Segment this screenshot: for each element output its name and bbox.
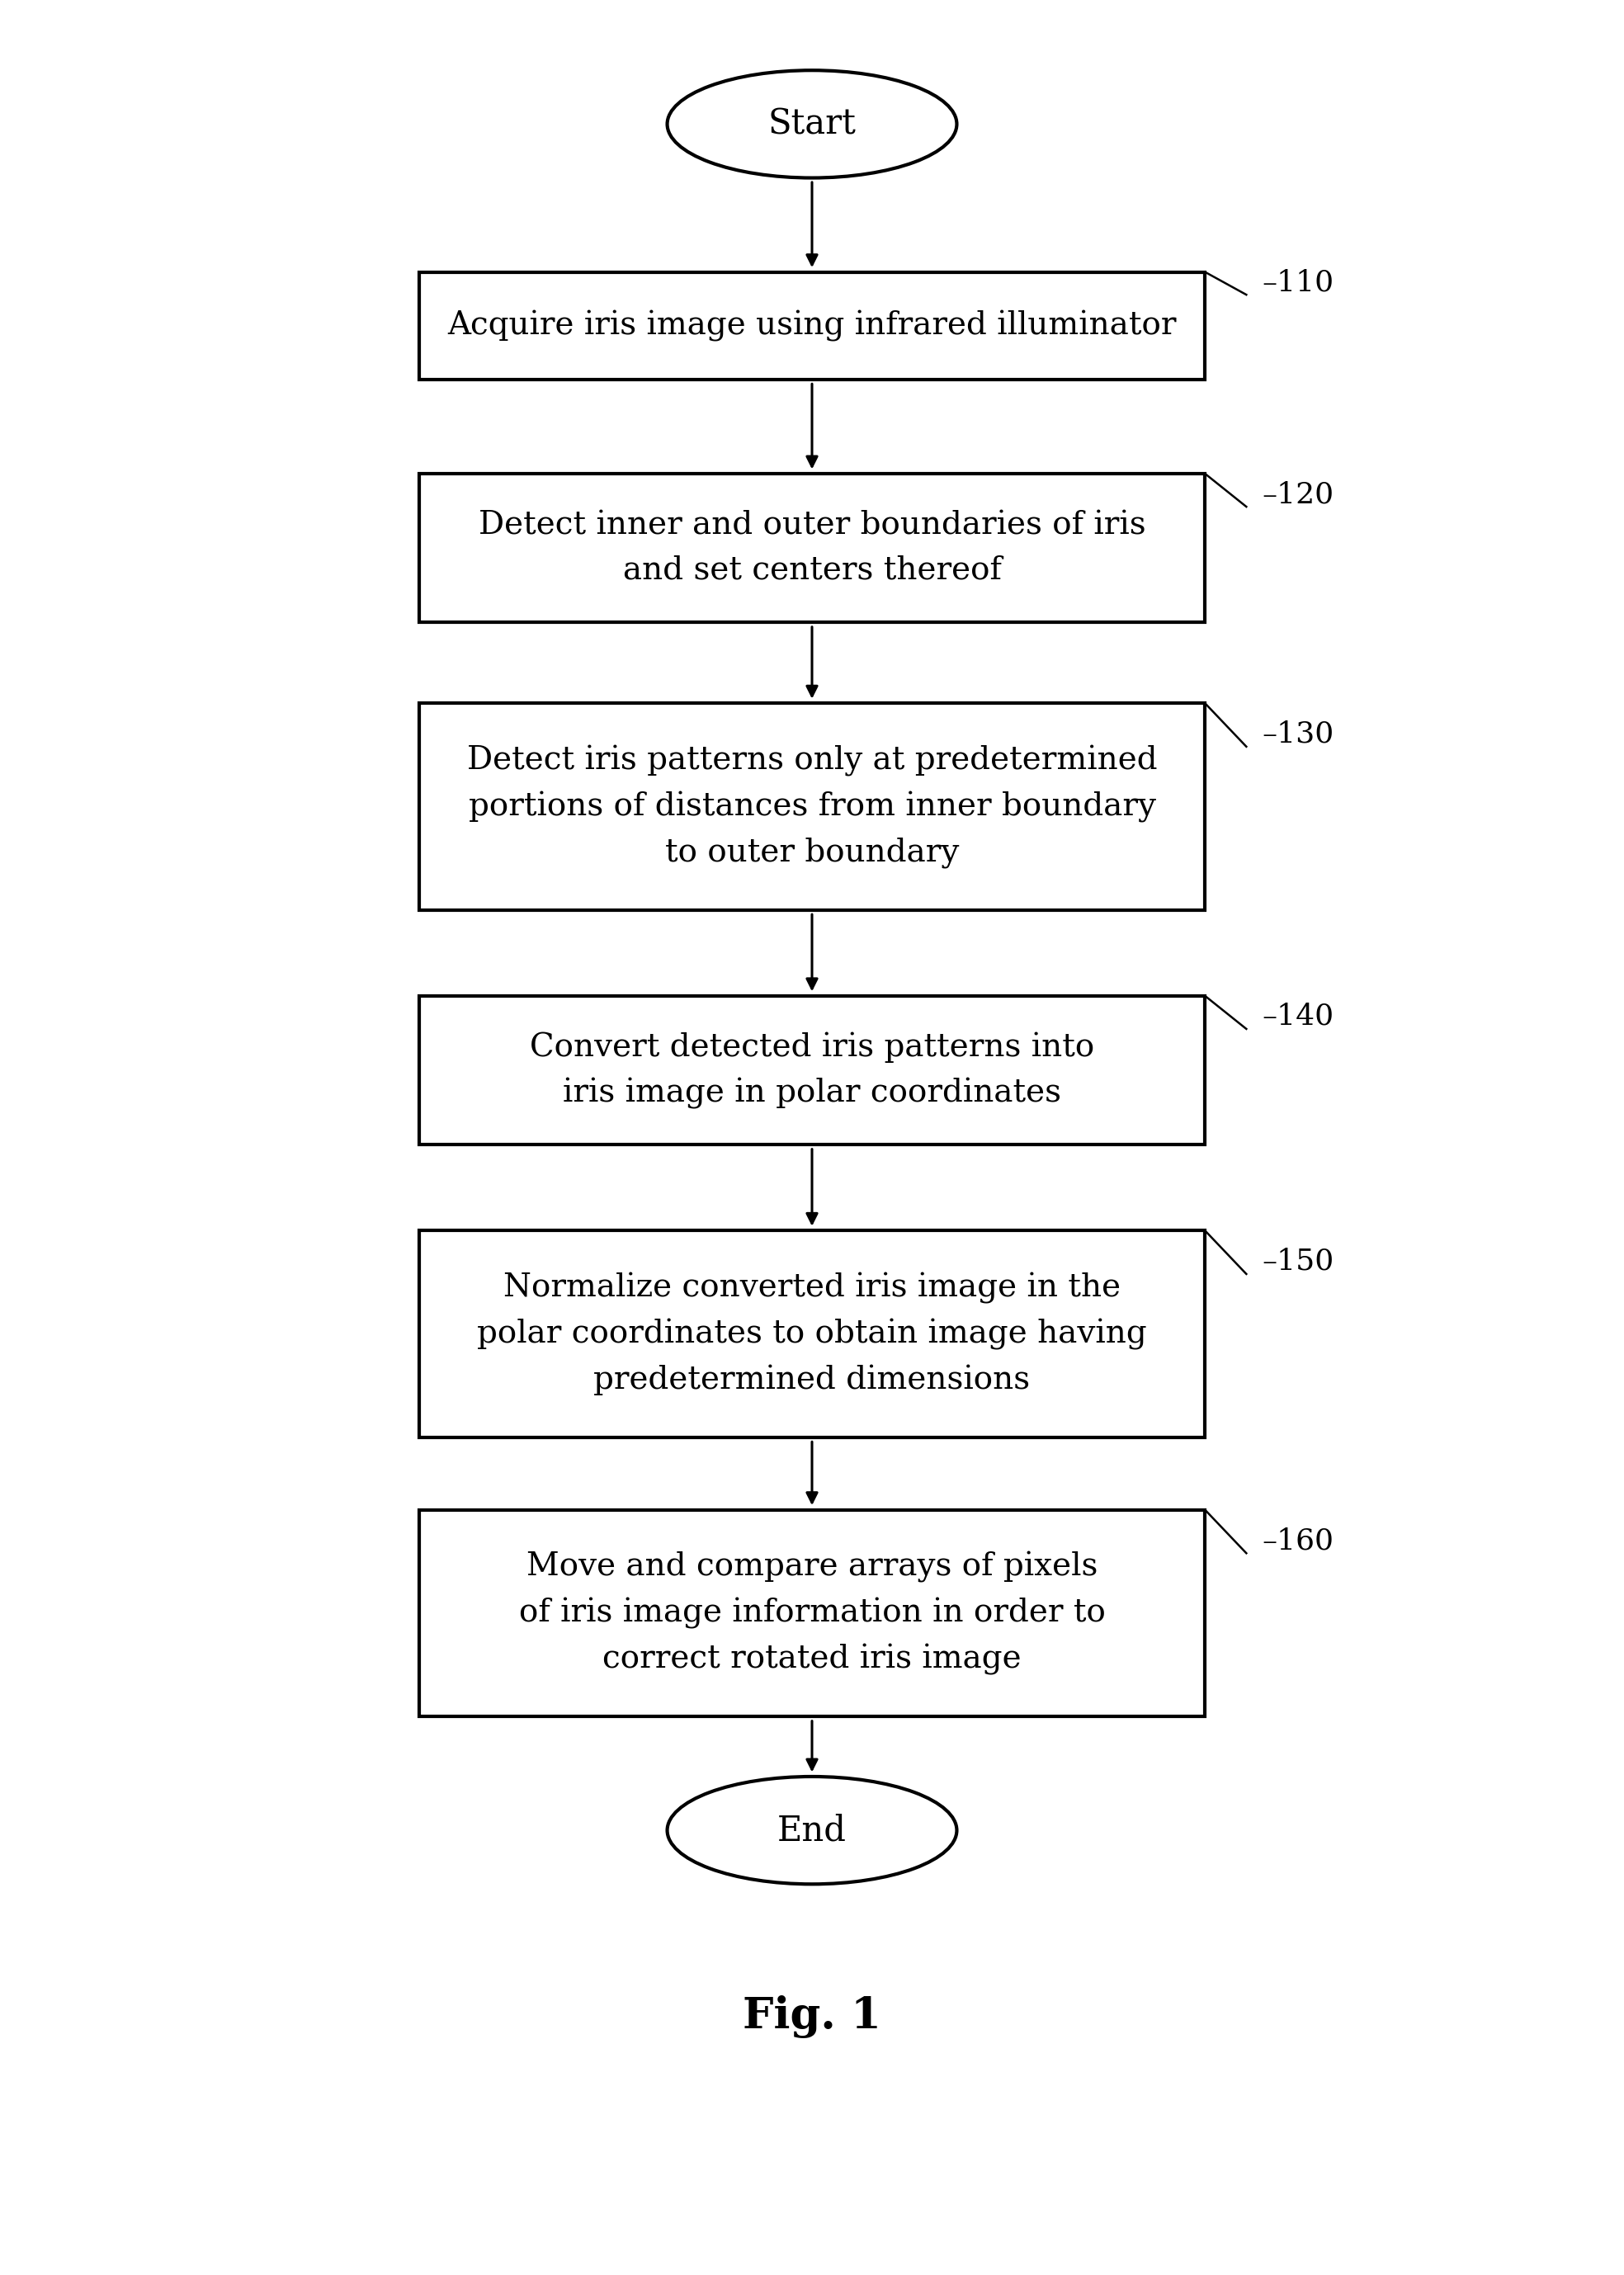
Ellipse shape <box>667 71 957 177</box>
Text: End: End <box>778 1813 846 1847</box>
Text: Convert detected iris patterns into
iris image in polar coordinates: Convert detected iris patterns into iris… <box>529 1033 1095 1108</box>
Text: Acquire iris image using infrared illuminator: Acquire iris image using infrared illumi… <box>448 309 1176 341</box>
Text: Fig. 1: Fig. 1 <box>742 1995 882 2038</box>
Text: Move and compare arrays of pixels
of iris image information in order to
correct : Move and compare arrays of pixels of iri… <box>518 1552 1106 1674</box>
Text: Start: Start <box>768 107 856 141</box>
Text: Detect inner and outer boundaries of iris
and set centers thereof: Detect inner and outer boundaries of iri… <box>479 510 1145 585</box>
Text: –120: –120 <box>1262 480 1333 507</box>
Text: –110: –110 <box>1262 268 1333 296</box>
Bar <box>419 1231 1205 1438</box>
Text: –140: –140 <box>1262 1003 1333 1031</box>
Bar <box>419 996 1205 1144</box>
Text: –150: –150 <box>1262 1247 1333 1276</box>
Bar <box>419 1511 1205 1718</box>
Text: Detect iris patterns only at predetermined
portions of distances from inner boun: Detect iris patterns only at predetermin… <box>466 746 1158 867</box>
Bar <box>419 273 1205 380</box>
Text: –160: –160 <box>1262 1527 1333 1554</box>
Text: –130: –130 <box>1262 721 1333 748</box>
Bar <box>419 703 1205 910</box>
Text: Normalize converted iris image in the
polar coordinates to obtain image having
p: Normalize converted iris image in the po… <box>477 1272 1147 1395</box>
Bar <box>419 473 1205 623</box>
Ellipse shape <box>667 1777 957 1884</box>
